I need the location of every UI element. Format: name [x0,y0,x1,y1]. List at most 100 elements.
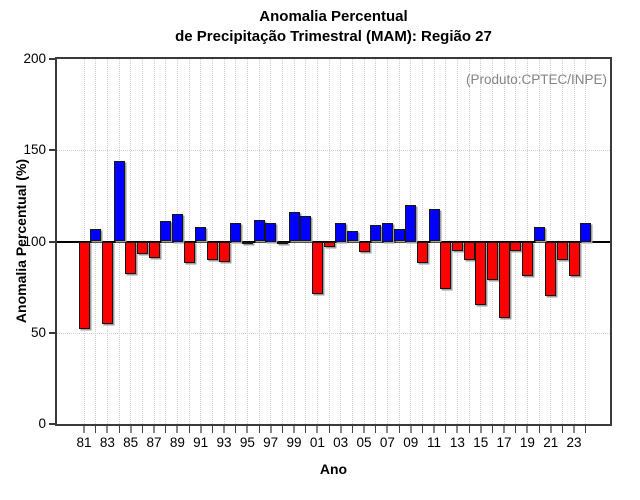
x-tick-label: 13 [449,435,465,450]
bar-year-97 [265,223,277,242]
bar-year-89 [171,214,183,242]
bar-year-21 [545,241,557,297]
bar-year-06 [370,225,382,242]
bar-year-24 [580,223,592,242]
x-tick-label: 17 [496,435,512,450]
x-tick-label: 07 [379,435,395,450]
x-tick [165,426,167,433]
x-tick [549,426,552,433]
x-tick [433,426,436,433]
x-tick-label: 15 [473,435,489,450]
x-tick [106,426,109,433]
x-tick-label: 95 [239,435,255,450]
x-tick-label: 21 [543,435,559,450]
y-tick-label: 0 [38,416,46,431]
bar-year-93 [218,241,230,262]
bar-year-94 [230,223,242,242]
bar-year-91 [195,226,207,242]
bar-year-87 [148,241,160,258]
bar-year-09 [405,205,417,242]
x-tick [363,426,366,433]
bar-year-03 [335,223,347,242]
bar-year-04 [346,230,358,242]
x-tick-label: 05 [356,435,372,450]
x-tick-label: 81 [76,435,92,450]
x-tick [468,426,470,433]
x-tick [351,426,353,433]
x-tick-label: 83 [99,435,115,450]
bar-year-22 [556,241,568,260]
x-tick-label: 97 [263,435,279,450]
x-tick [118,426,120,433]
x-tick [526,426,529,433]
x-tick [269,426,272,433]
bar-year-10 [416,241,428,264]
x-tick [199,426,202,433]
bar-year-96 [253,219,265,242]
x-tick [153,426,155,433]
x-tick [246,426,249,433]
x-tick [421,426,423,433]
x-tick [491,426,493,433]
bar-year-12 [440,241,452,289]
x-tick [398,426,400,433]
x-tick-label: 09 [403,435,419,450]
x-tick-label: 85 [123,435,139,450]
bar-year-14 [463,241,475,260]
x-tick [515,426,517,433]
x-tick [585,426,587,433]
x-tick [176,426,179,433]
bar-year-08 [393,228,405,242]
x-tick-label: 23 [566,435,582,450]
y-tick [49,58,57,60]
bar-year-11 [428,208,440,242]
x-axis-title: Ano [319,461,348,477]
bar-year-85 [125,241,137,275]
bar-year-17 [498,241,510,319]
bar-year-01 [311,241,323,295]
bar-year-00 [300,215,312,242]
x-tick [538,426,540,433]
x-tick [561,426,563,433]
plot-area [57,59,610,424]
bar-year-07 [381,223,393,242]
chart-title-line1: Anomalia Percentual [259,8,408,25]
x-tick [95,426,97,433]
bar-year-82 [90,228,102,242]
y-tick [49,331,57,334]
bar-year-23 [568,241,580,277]
bar-year-90 [183,241,195,264]
bar-year-18 [510,241,522,251]
y-tick [49,240,57,243]
x-tick-label: 93 [216,435,232,450]
bar-year-20 [533,226,545,242]
h-gridline [57,332,610,334]
x-tick [573,426,576,433]
bar-year-86 [136,241,148,255]
bar-year-95 [241,241,253,244]
x-tick [235,426,237,433]
x-tick [281,426,283,433]
y-tick-label: 50 [30,324,46,340]
x-tick [503,426,506,433]
x-tick [479,426,482,433]
y-tick-label: 100 [23,233,46,249]
y-tick-label: 150 [23,142,46,158]
x-tick-label: 91 [193,435,209,450]
bar-year-05 [358,241,370,253]
x-tick [305,426,307,433]
x-tick-label: 89 [169,435,185,450]
bar-year-98 [276,241,288,244]
bar-year-19 [521,241,533,277]
x-tick-label: 87 [146,435,162,450]
x-tick-label: 03 [333,435,349,450]
x-tick [375,426,377,433]
bar-year-83 [101,241,113,324]
h-gridline [57,150,610,152]
bar-year-99 [288,212,300,242]
x-tick [328,426,330,433]
x-tick [141,426,143,433]
bar-year-16 [486,241,498,280]
x-tick-label: 19 [519,435,535,450]
